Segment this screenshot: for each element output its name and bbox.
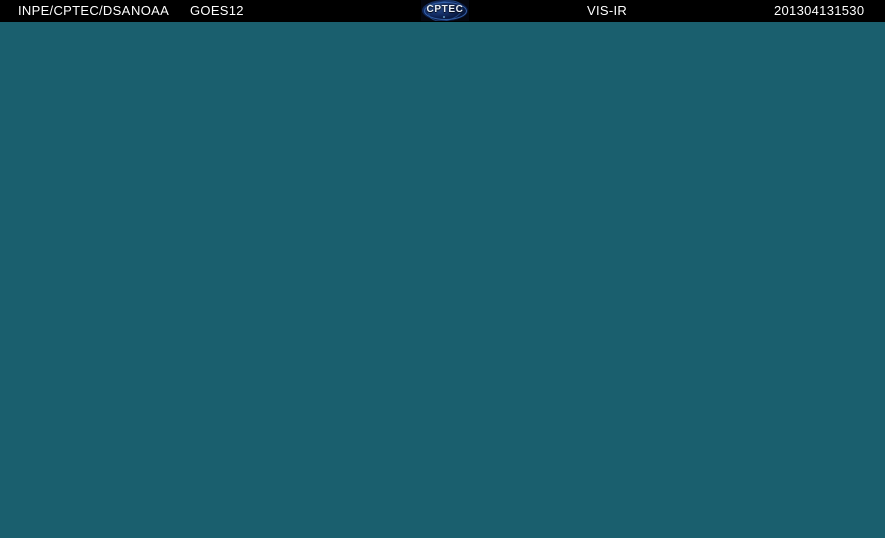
- logo-speck-icon: [429, 4, 431, 6]
- agency-label: NOAA: [131, 3, 170, 18]
- logo-speck-icon: [443, 16, 445, 18]
- cptec-logo-text: CPTEC: [426, 4, 464, 15]
- timestamp-label: 201304131530: [774, 3, 865, 18]
- logo-speck-icon: [457, 6, 459, 8]
- product-type-label: VIS-IR: [587, 3, 628, 18]
- satellite-imagery-panel: [0, 22, 885, 538]
- satellite-label: GOES12: [190, 3, 244, 18]
- institute-label: INPE/CPTEC/DSA: [18, 3, 131, 18]
- cptec-logo: CPTEC: [421, 0, 469, 21]
- orbit-ring-icon: [424, 2, 467, 20]
- header-bar: INPE/CPTEC/DSA NOAA GOES12 CPTEC VIS-IR …: [0, 0, 885, 22]
- satellite-image-canvas: [0, 22, 885, 538]
